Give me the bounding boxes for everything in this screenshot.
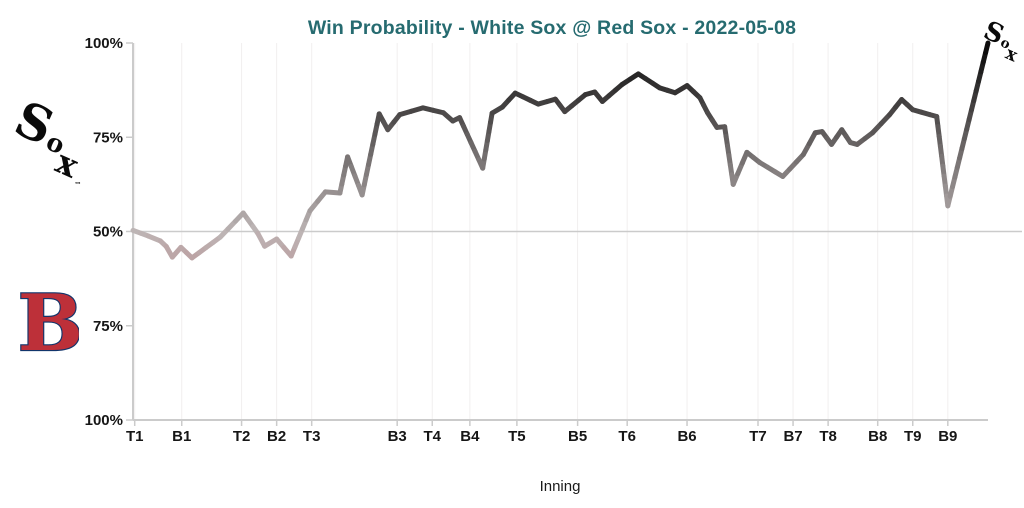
chart-title: Win Probability - White Sox @ Red Sox - …: [307, 17, 797, 39]
x-tick-label: B6: [677, 428, 696, 445]
x-tick-label: T8: [819, 428, 837, 445]
whitesox-logo-endpoint: S o x: [982, 18, 1021, 67]
x-tick-label: B1: [172, 428, 191, 445]
win-probability-line-segment: [983, 40, 991, 56]
x-tick-label: B8: [868, 428, 887, 445]
y-tick-label: 100%: [85, 412, 123, 429]
x-tick-label: T3: [303, 428, 321, 445]
y-tick-label: 50%: [93, 224, 123, 241]
y-tick-label: 75%: [93, 318, 123, 335]
x-tick-label: B3: [388, 428, 407, 445]
x-tick-label: B4: [460, 428, 480, 445]
x-tick-label: T4: [423, 428, 441, 445]
x-tick-label: T1: [126, 428, 144, 445]
whitesox-logo: S o x ™: [12, 96, 84, 189]
x-tick-label: B2: [267, 428, 286, 445]
x-tick-label: T5: [508, 428, 526, 445]
x-tick-label: B9: [938, 428, 957, 445]
redsox-logo: B: [17, 283, 79, 368]
x-tick-label: B5: [568, 428, 587, 445]
x-tick-label: T7: [749, 428, 767, 445]
whitesox-logo-trademark: ™: [74, 181, 81, 189]
x-tick-label: B7: [783, 428, 802, 445]
x-tick-label: T6: [618, 428, 636, 445]
redsox-logo-letter-B: B: [18, 283, 79, 368]
y-tick-label: 100%: [85, 35, 123, 52]
x-axis-title: Inning: [539, 478, 581, 495]
x-tick-label: T2: [233, 428, 251, 445]
y-tick-label: 75%: [93, 129, 123, 146]
x-tick-label: T9: [904, 428, 922, 445]
